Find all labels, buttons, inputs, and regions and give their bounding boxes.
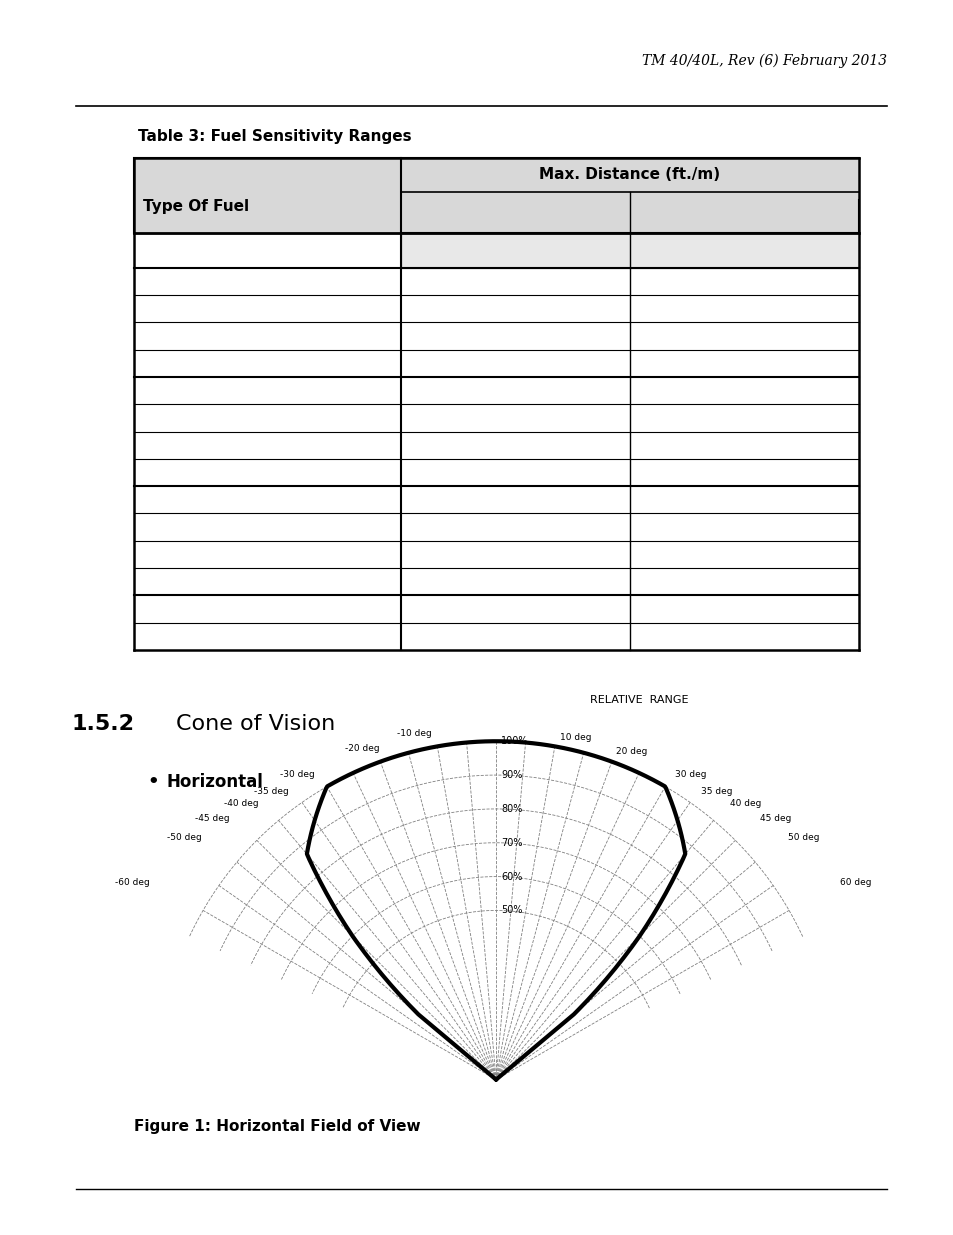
Text: TM 40/40L, Rev (6) February 2013: TM 40/40L, Rev (6) February 2013 — [641, 54, 886, 68]
Text: Horizontal: Horizontal — [167, 773, 264, 790]
Text: 10 deg: 10 deg — [559, 732, 591, 742]
Text: 50 deg: 50 deg — [787, 832, 819, 841]
Text: Type Of Fuel: Type Of Fuel — [143, 199, 249, 214]
Text: 70%: 70% — [501, 837, 522, 847]
Text: 100%: 100% — [501, 736, 528, 746]
Text: 30 deg: 30 deg — [674, 771, 705, 779]
Text: 1.5.2: 1.5.2 — [71, 714, 134, 734]
Text: -60 deg: -60 deg — [114, 878, 150, 887]
Text: 45 deg: 45 deg — [759, 814, 790, 824]
Text: -30 deg: -30 deg — [280, 771, 314, 779]
Text: -40 deg: -40 deg — [224, 799, 259, 808]
Text: -50 deg: -50 deg — [167, 832, 201, 841]
Text: 60%: 60% — [501, 872, 522, 882]
Bar — [133, 158, 858, 233]
Text: 40 deg: 40 deg — [730, 799, 760, 808]
Bar — [400, 233, 858, 268]
Text: 60 deg: 60 deg — [840, 878, 871, 887]
Text: 35 deg: 35 deg — [700, 787, 731, 795]
Text: -35 deg: -35 deg — [253, 787, 289, 795]
Text: 50%: 50% — [501, 905, 522, 915]
Text: -10 deg: -10 deg — [396, 730, 432, 739]
Text: 20 deg: 20 deg — [615, 747, 646, 756]
Text: Figure 1: Horizontal Field of View: Figure 1: Horizontal Field of View — [133, 1119, 419, 1135]
Text: Cone of Vision: Cone of Vision — [176, 714, 335, 734]
Text: 80%: 80% — [501, 804, 522, 814]
Text: •: • — [148, 773, 159, 790]
Text: -20 deg: -20 deg — [344, 745, 378, 753]
Text: 90%: 90% — [501, 771, 522, 781]
Text: RELATIVE  RANGE: RELATIVE RANGE — [590, 695, 688, 705]
Text: Table 3: Fuel Sensitivity Ranges: Table 3: Fuel Sensitivity Ranges — [138, 128, 412, 143]
Bar — [133, 158, 400, 233]
Text: -45 deg: -45 deg — [195, 814, 230, 824]
Bar — [400, 158, 858, 199]
Text: Max. Distance (ft./m): Max. Distance (ft./m) — [538, 167, 720, 182]
